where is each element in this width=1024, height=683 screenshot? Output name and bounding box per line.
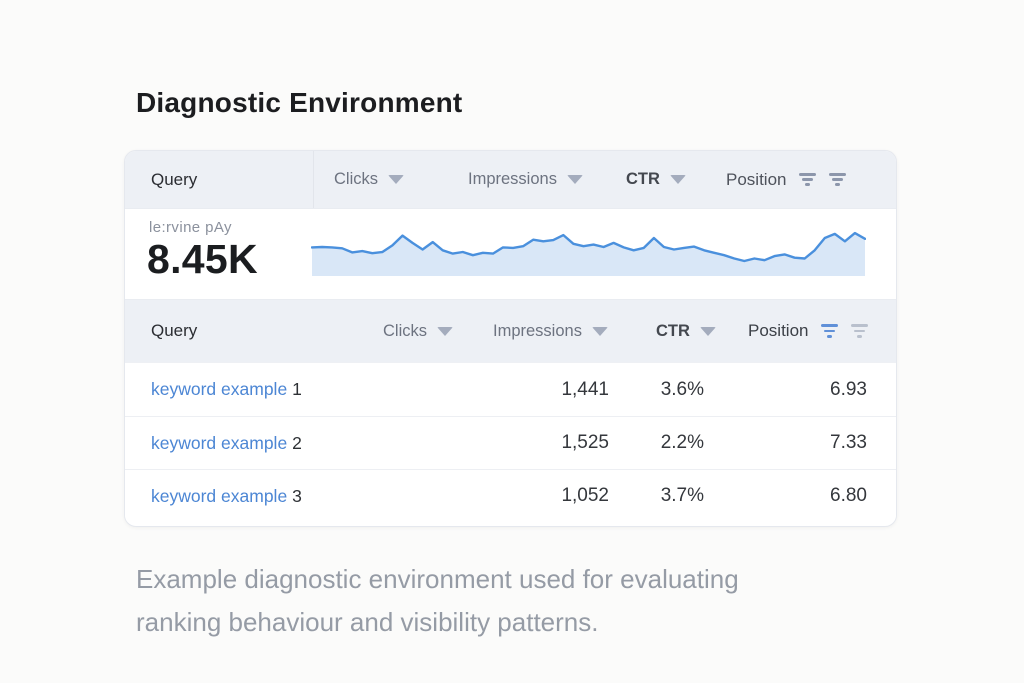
summary-header-row: Query Clicks Impressions CTR Position [125,151,896,209]
table-row: keyword example 1 1,441 3.6% 6.93 [125,363,896,416]
ctr-value: 2.2% [660,432,704,453]
keyword-link-1[interactable]: keyword example 1 [151,379,483,400]
page-caption: Example diagnostic environment used for … [136,558,739,644]
position-value: 6.93 [830,378,867,400]
caption-line-1: Example diagnostic environment used for … [136,564,739,594]
ctr-value: 3.6% [660,378,704,400]
sort-arrow-icon [437,326,453,336]
keyword-index: 3 [292,485,302,506]
table-ctr-label: CTR [656,321,690,340]
sort-arrow-icon [566,175,583,184]
caption-line-2: ranking behaviour and visibility pattern… [136,607,599,637]
summary-impressions-label: Impressions [468,170,557,188]
table-filter-button-inactive[interactable] [851,324,869,338]
summary-position-header: Position [726,151,847,208]
diagnostic-card: Query Clicks Impressions CTR Position [124,150,897,527]
header-divider [313,151,314,208]
keyword-link-2[interactable]: keyword example 2 [151,433,483,454]
impressions-value: 1,052 [561,485,609,506]
table-sort-ctr-button[interactable]: CTR [656,300,716,362]
clicks-sparkline-chart [311,231,866,276]
funnel-filter-icon [829,172,847,187]
table-sort-impressions-button[interactable]: Impressions [493,300,608,362]
keyword-text: keyword example [151,485,288,506]
table-position-label: Position [748,321,809,340]
table-clicks-label: Clicks [383,321,427,340]
table-header-row: Query Clicks Impressions CTR Position [125,299,896,363]
table-sort-clicks-button[interactable]: Clicks [383,300,453,362]
summary-query-label: Query [151,169,198,189]
keyword-text: keyword example [151,379,288,399]
impressions-value: 1,441 [561,378,609,400]
table-impressions-label: Impressions [493,321,582,340]
table-row: keyword example 3 1,052 3.7% 6.80 [125,469,896,522]
metric-label: le:rvine pAy [149,219,232,236]
table-filter-button-active[interactable] [821,324,839,338]
page-title: Diagnostic Environment [136,87,463,118]
ctr-value: 3.7% [660,485,704,506]
keyword-index: 2 [292,432,302,453]
funnel-filter-icon [799,172,817,187]
summary-clicks-label: Clicks [334,170,378,188]
summary-filter-button-1[interactable] [799,172,817,187]
summary-sort-impressions-button[interactable]: Impressions [468,151,583,208]
summary-ctr-label: CTR [626,170,660,188]
table-query-label: Query [151,321,198,340]
sort-arrow-icon [591,326,608,336]
table-position-header: Position [748,300,869,362]
funnel-filter-icon [851,324,869,338]
summary-header-query: Query [151,151,197,208]
position-value: 6.80 [830,485,867,506]
summary-filter-button-2[interactable] [829,172,847,187]
table-row: keyword example 2 1,525 2.2% 7.33 [125,416,896,469]
keyword-text: keyword example [151,432,288,453]
sort-arrow-icon [669,175,686,184]
table-header-query: Query [151,300,197,362]
summary-sort-clicks-button[interactable]: Clicks [334,151,404,208]
funnel-filter-icon-active [821,324,839,338]
impressions-value: 1,525 [561,432,609,453]
metric-section: le:rvine pAy 8.45K [125,209,896,299]
summary-sort-ctr-button[interactable]: CTR [626,151,686,208]
summary-position-label: Position [726,169,787,189]
sort-arrow-icon [388,175,404,184]
position-value: 7.33 [830,432,867,453]
keyword-link-3[interactable]: keyword example 3 [151,486,483,507]
keyword-index: 1 [292,379,302,399]
sort-arrow-icon [699,326,716,336]
metric-value: 8.45K [147,236,258,282]
